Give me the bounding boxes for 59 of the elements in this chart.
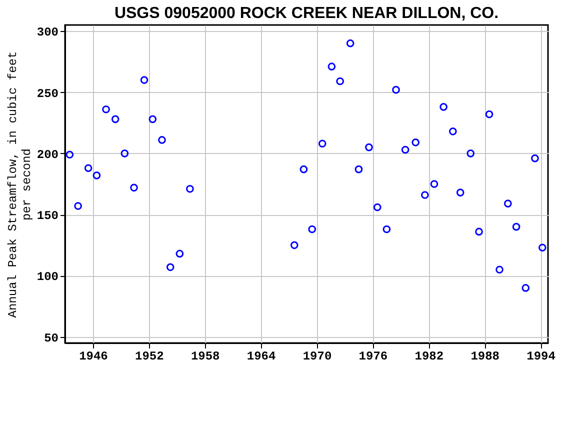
x-tick-label: 1976 (358, 350, 388, 364)
point (522, 284, 530, 292)
point (186, 184, 194, 193)
y-tick-label: 250 (36, 86, 58, 101)
point (102, 105, 110, 114)
point (74, 202, 82, 210)
point (440, 103, 448, 111)
y-tick-label: 50 (44, 331, 58, 346)
point (475, 228, 483, 236)
x-tick-label: 1970 (302, 350, 332, 364)
point (538, 244, 546, 252)
point (401, 146, 410, 154)
point (300, 165, 308, 174)
point (290, 241, 298, 250)
point (531, 154, 539, 162)
point (176, 250, 184, 258)
point (130, 184, 138, 192)
x-tick-label: 1988 (470, 350, 500, 364)
point (308, 225, 316, 234)
x-tick-label: 1994 (526, 350, 556, 364)
x-tick-label: 1952 (135, 350, 164, 364)
x-tick-label: 1958 (190, 350, 220, 364)
point (392, 86, 400, 94)
point (496, 266, 504, 274)
point (158, 136, 166, 144)
point (140, 76, 148, 84)
point (430, 180, 438, 188)
point (382, 225, 391, 234)
point (92, 172, 101, 180)
y-tick-label: 300 (36, 26, 58, 40)
x-tick-label: 1964 (246, 350, 276, 364)
point (84, 164, 92, 172)
point (448, 128, 457, 136)
point (346, 39, 354, 48)
point (412, 138, 420, 146)
y-tick-label: 150 (36, 209, 58, 224)
point (421, 191, 429, 199)
point (354, 165, 363, 174)
y-tick-label: 100 (36, 270, 58, 284)
point (485, 110, 494, 118)
point (504, 200, 512, 208)
point (336, 77, 344, 86)
x-tick-label: 1946 (79, 350, 108, 364)
chart-title: USGS 09052000 ROCK CREEK NEAR DILLON, CO. (114, 5, 499, 22)
point (365, 143, 373, 152)
point (166, 263, 174, 272)
point (512, 222, 520, 231)
point (66, 150, 74, 159)
point (111, 115, 120, 124)
x-tick-label: 1982 (414, 350, 444, 364)
point (318, 140, 326, 148)
point (373, 203, 382, 212)
point (328, 62, 336, 70)
point (148, 115, 157, 124)
point (456, 188, 464, 196)
point (120, 150, 129, 158)
point (466, 150, 475, 158)
y-axis-title: Annual Peak Streamflow, in cubic feet per second (6, 51, 34, 318)
y-tick-label: 200 (36, 148, 58, 162)
